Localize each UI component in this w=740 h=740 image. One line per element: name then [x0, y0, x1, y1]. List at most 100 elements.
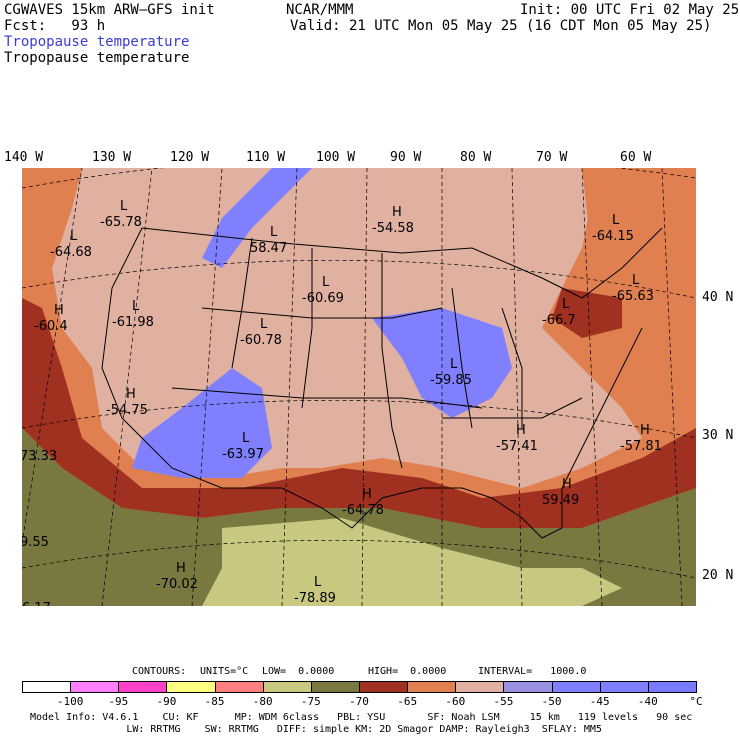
colorbar-cell [118, 681, 168, 693]
shade-minus60-nw [22, 168, 82, 288]
extremum-type-label: H [516, 423, 526, 438]
contours-high: HIGH= 0.0000 [368, 666, 447, 677]
extremum-type-label: L [70, 229, 78, 244]
colorbar-tick-label: °C [689, 695, 703, 708]
shade-minus60-ne [582, 168, 696, 298]
extremum-value-label: -60.78 [240, 333, 282, 348]
model-info-line2: LW: RRTMG SW: RRTMG DIFF: simple KM: 2D … [30, 724, 602, 735]
extremum-value-label: -54.58 [372, 221, 414, 236]
extremum-type-label: L [612, 213, 620, 228]
lat-label: 20 N [702, 568, 734, 583]
extremum-value-label: -64.78 [342, 503, 384, 518]
extremum-type-label: L [322, 275, 330, 290]
extremum-type-label: H [640, 423, 650, 438]
colorbar-tick-label: -65 [397, 695, 418, 708]
colorbar-cell [407, 681, 457, 693]
colorbar-tick-label: -50 [541, 695, 562, 708]
extremum-value-label: -64.15 [592, 229, 634, 244]
extremum-value-label: 59.49 [542, 493, 579, 508]
colorbar-cell [551, 681, 601, 693]
extremum-type-label: H [126, 387, 136, 402]
shade-minus45-northwest [202, 168, 312, 268]
colorbar-tick-label: -45 [589, 695, 610, 708]
extremum-value-label: 9.55 [22, 535, 49, 550]
colorbar-cell [310, 681, 360, 693]
tropopause-temperature-map [22, 168, 696, 606]
colorbar-cell [455, 681, 505, 693]
extrema-labels: L-65.78L-64.68L58.47H-54.58L-64.15L-65.6… [22, 199, 662, 606]
org-label: NCAR/MMM [286, 2, 354, 18]
lon-label: 80 W [460, 150, 492, 165]
colorbar-tick-label: -70 [349, 695, 369, 708]
colorbar-cell [214, 681, 264, 693]
extremum-type-label: H [54, 303, 64, 318]
extremum-value-label: -60.69 [302, 291, 344, 306]
colorbar-cell [647, 681, 697, 693]
lon-label: 130 W [92, 150, 132, 165]
shade-minus65-northeast [552, 288, 622, 338]
colorbar-cell [166, 681, 216, 693]
colorbar-tick-label: -95 [108, 695, 129, 708]
lon-label: 140 W [4, 150, 44, 165]
extremum-type-label: L [632, 273, 640, 288]
colorbar-cell [22, 681, 72, 693]
lat-label: 40 N [702, 290, 734, 305]
extremum-type-label: H [562, 477, 572, 492]
extremum-type-label: L [314, 575, 322, 590]
shade-minus75 [202, 518, 622, 606]
extremum-value-label: -54.75 [106, 403, 148, 418]
extremum-value-label: -76.21 [614, 605, 656, 606]
shade-minus45-southwest [132, 368, 272, 478]
extremum-value-label: -63.97 [222, 447, 264, 462]
contours-label: CONTOURS: [132, 666, 187, 677]
extremum-type-label: H [392, 205, 402, 220]
extremum-value-label: -59.85 [430, 373, 472, 388]
colorbar-tick-label: -40 [637, 695, 658, 708]
extremum-value-label: -70.02 [156, 577, 198, 592]
colorbar-tick-label: -85 [204, 695, 225, 708]
colorbar-tick-label: -75 [300, 695, 321, 708]
init-time: Init: 00 UTC Fri 02 May 25 [520, 2, 740, 18]
valid-time: Valid: 21 UTC Mon 05 May 25 (16 CDT Mon … [290, 18, 712, 34]
colorbar-tick-label: -60 [445, 695, 466, 708]
extremum-value-label: 73.33 [22, 449, 57, 464]
extremum-value-label: -57.41 [496, 439, 538, 454]
field-label-shaded: Tropopause temperature [4, 34, 190, 50]
shade-minus60-e [642, 278, 696, 438]
extremum-value-label: -57.81 [620, 439, 662, 454]
extremum-type-label: L [450, 357, 458, 372]
extremum-value-label: 6.17 [22, 601, 51, 606]
colorbar-tick-label: -100 [56, 695, 84, 708]
extremum-value-label: -64.68 [50, 245, 92, 260]
lon-label: 70 W [536, 150, 568, 165]
shade-minus45-midwest [372, 308, 512, 418]
extremum-value-label: -61.98 [112, 315, 154, 330]
extremum-type-label: H [176, 561, 186, 576]
lon-label: 90 W [390, 150, 422, 165]
extremum-type-label: H [362, 487, 372, 502]
lat-label: 30 N [702, 428, 734, 443]
extremum-type-label: L [270, 225, 278, 240]
lon-label: 120 W [170, 150, 210, 165]
field-label-contour: Tropopause temperature [4, 50, 190, 66]
contours-units: UNITS=°C [200, 666, 249, 677]
extremum-value-label: -78.89 [294, 591, 336, 606]
extremum-type-label: L [242, 431, 250, 446]
extremum-value-label: -60.4 [34, 319, 68, 334]
coastlines-and-borders [101, 227, 663, 539]
colorbar-cell [262, 681, 312, 693]
shade-minus70 [22, 428, 696, 606]
colorbar-cell [503, 681, 553, 693]
lon-label: 60 W [620, 150, 652, 165]
shade-minus65-band [22, 298, 696, 528]
extremum-value-label: -65.63 [612, 289, 654, 304]
colorbar-cell [70, 681, 120, 693]
extremum-value-label: -66.7 [542, 313, 576, 328]
contours-low: LOW= 0.0000 [262, 666, 335, 677]
extremum-type-label: L [132, 299, 140, 314]
colorbar-tick-label: -80 [252, 695, 273, 708]
colorbar-cell [599, 681, 649, 693]
lon-label: 100 W [316, 150, 356, 165]
extremum-value-label: 58.47 [250, 241, 287, 256]
colorbar-tick-label: -90 [156, 695, 177, 708]
